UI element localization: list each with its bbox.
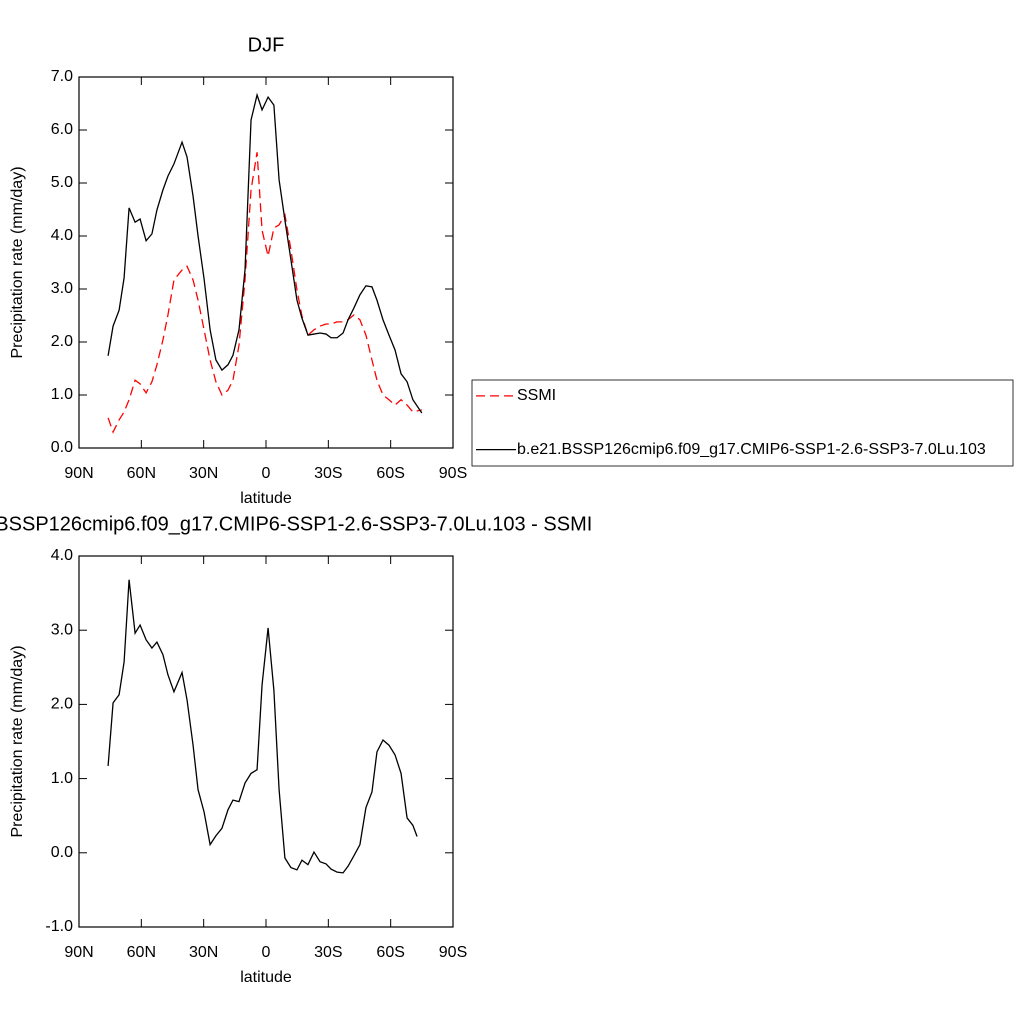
x-axis-label: latitude <box>240 969 292 986</box>
x-tick-label: 30N <box>189 465 218 482</box>
y-tick-label: 6.0 <box>51 121 73 138</box>
data-line <box>107 92 423 414</box>
plot-frame <box>78 555 454 928</box>
x-tick-label: 90N <box>64 465 93 482</box>
panel: b.e21.BSSP126cmip6.f09_g17.CMIP6-SSP1-2.… <box>0 513 592 986</box>
plot-frame <box>78 76 454 449</box>
y-tick-label: -1.0 <box>45 918 73 935</box>
y-tick-label: 3.0 <box>51 280 73 297</box>
y-tick-label: 0.0 <box>51 844 73 861</box>
y-tick-label: 4.0 <box>51 547 73 564</box>
data-line <box>107 579 418 874</box>
y-tick-label: 7.0 <box>51 68 73 85</box>
y-axis-label: Precipitation rate (mm/day) <box>9 645 26 837</box>
y-tick-label: 1.0 <box>51 386 73 403</box>
legend-label: b.e21.BSSP126cmip6.f09_g17.CMIP6-SSP1-2.… <box>517 441 986 458</box>
x-tick-label: 30N <box>189 944 218 961</box>
x-tick-label: 60N <box>127 944 156 961</box>
x-tick-label: 60S <box>376 465 404 482</box>
x-tick-label: 30S <box>314 944 342 961</box>
x-tick-label: 60N <box>127 465 156 482</box>
x-tick-label: 90N <box>64 944 93 961</box>
y-axis-label: Precipitation rate (mm/day) <box>9 166 26 358</box>
x-axis-label: latitude <box>240 490 292 507</box>
x-tick-label: 0 <box>262 465 271 482</box>
legend: SSMI b.e21.BSSP126cmip6.f09_g17.CMIP6-SSP… <box>471 379 1014 467</box>
x-tick-label: 0 <box>262 944 271 961</box>
x-tick-label: 90S <box>439 944 467 961</box>
y-tick-label: 3.0 <box>51 621 73 638</box>
y-tick-label: 2.0 <box>51 696 73 713</box>
x-tick-label: 30S <box>314 465 342 482</box>
y-tick-label: 5.0 <box>51 174 73 191</box>
y-tick-label: 1.0 <box>51 770 73 787</box>
chart-title: b.e21.BSSP126cmip6.f09_g17.CMIP6-SSP1-2.… <box>0 513 592 535</box>
chart-title: DJF <box>248 34 285 56</box>
x-tick-label: 90S <box>439 465 467 482</box>
legend-label: SSMI <box>517 387 556 404</box>
y-tick-label: 2.0 <box>51 333 73 350</box>
legend-box <box>471 379 1014 467</box>
data-line <box>107 152 422 434</box>
panel: DJF latitude Precipitation rate (mm/day) 90… <box>9 34 1014 507</box>
y-tick-label: 0.0 <box>51 439 73 456</box>
x-tick-label: 60S <box>376 944 404 961</box>
y-tick-label: 4.0 <box>51 227 73 244</box>
